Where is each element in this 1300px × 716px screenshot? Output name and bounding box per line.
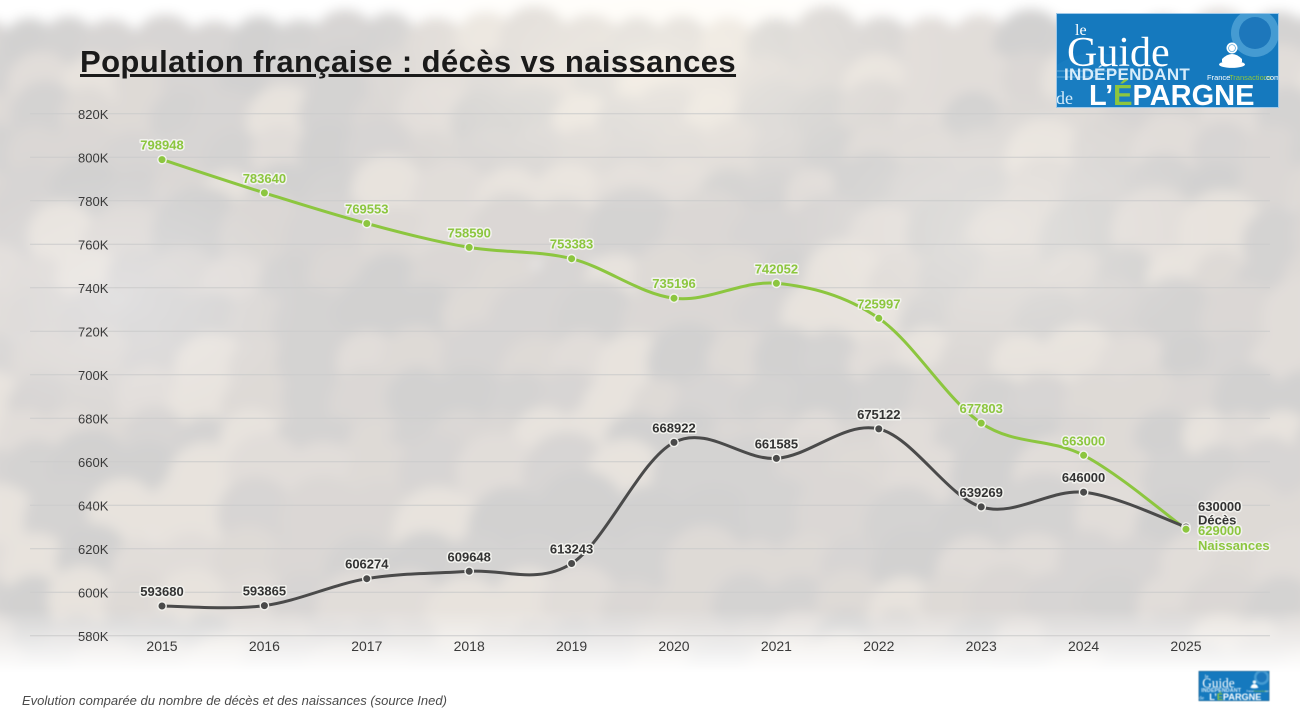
svg-text:580K: 580K <box>78 629 109 644</box>
svg-text:742052: 742052 <box>755 261 798 276</box>
svg-text:de: de <box>1199 696 1205 701</box>
svg-text:2015: 2015 <box>146 638 177 654</box>
svg-text:Naissances: Naissances <box>1198 538 1270 553</box>
svg-text:600K: 600K <box>78 585 109 600</box>
svg-text:740K: 740K <box>78 281 109 296</box>
svg-text:640K: 640K <box>78 498 109 513</box>
svg-text:620K: 620K <box>78 542 109 557</box>
svg-text:639269: 639269 <box>960 485 1003 500</box>
svg-text:2019: 2019 <box>556 638 587 654</box>
svg-text:660K: 660K <box>78 455 109 470</box>
svg-text:753383: 753383 <box>550 237 593 252</box>
svg-text:646000: 646000 <box>1062 470 1105 485</box>
svg-text:de: de <box>1056 88 1073 108</box>
svg-text:769553: 769553 <box>345 202 388 217</box>
svg-text:783640: 783640 <box>243 171 286 186</box>
svg-text:L’ÉPARGNE: L’ÉPARGNE <box>1209 692 1261 701</box>
svg-text:700K: 700K <box>78 368 109 383</box>
svg-text:798948: 798948 <box>140 138 183 153</box>
svg-text:760K: 760K <box>78 237 109 252</box>
svg-text:2017: 2017 <box>351 638 382 654</box>
svg-text:593680: 593680 <box>140 584 183 599</box>
svg-text:606274: 606274 <box>345 557 389 572</box>
svg-text:L’ÉPARGNE: L’ÉPARGNE <box>1089 78 1254 108</box>
svg-text:613243: 613243 <box>550 542 593 557</box>
svg-text:.com: .com <box>1264 73 1279 82</box>
svg-text:758590: 758590 <box>448 225 491 240</box>
svg-text:677803: 677803 <box>960 401 1003 416</box>
svg-text:2020: 2020 <box>658 638 689 654</box>
svg-text:609648: 609648 <box>448 549 491 564</box>
svg-text:725997: 725997 <box>857 296 900 311</box>
svg-text:663000: 663000 <box>1062 433 1105 448</box>
svg-text:735196: 735196 <box>652 276 695 291</box>
svg-text:593865: 593865 <box>243 584 286 599</box>
svg-text:780K: 780K <box>78 194 109 209</box>
svg-text:2022: 2022 <box>863 638 894 654</box>
svg-text:629000: 629000 <box>1198 523 1241 538</box>
svg-text:675122: 675122 <box>857 407 900 422</box>
svg-text:2016: 2016 <box>249 638 280 654</box>
svg-text:800K: 800K <box>78 150 109 165</box>
svg-text:2025: 2025 <box>1170 638 1201 654</box>
svg-text:2021: 2021 <box>761 638 792 654</box>
svg-text:680K: 680K <box>78 411 109 426</box>
svg-text:820K: 820K <box>78 107 109 122</box>
svg-text:2018: 2018 <box>454 638 485 654</box>
svg-text:720K: 720K <box>78 324 109 339</box>
svg-text:668922: 668922 <box>652 420 695 435</box>
svg-text:2024: 2024 <box>1068 638 1099 654</box>
svg-text:661585: 661585 <box>755 436 798 451</box>
svg-text:2023: 2023 <box>966 638 997 654</box>
